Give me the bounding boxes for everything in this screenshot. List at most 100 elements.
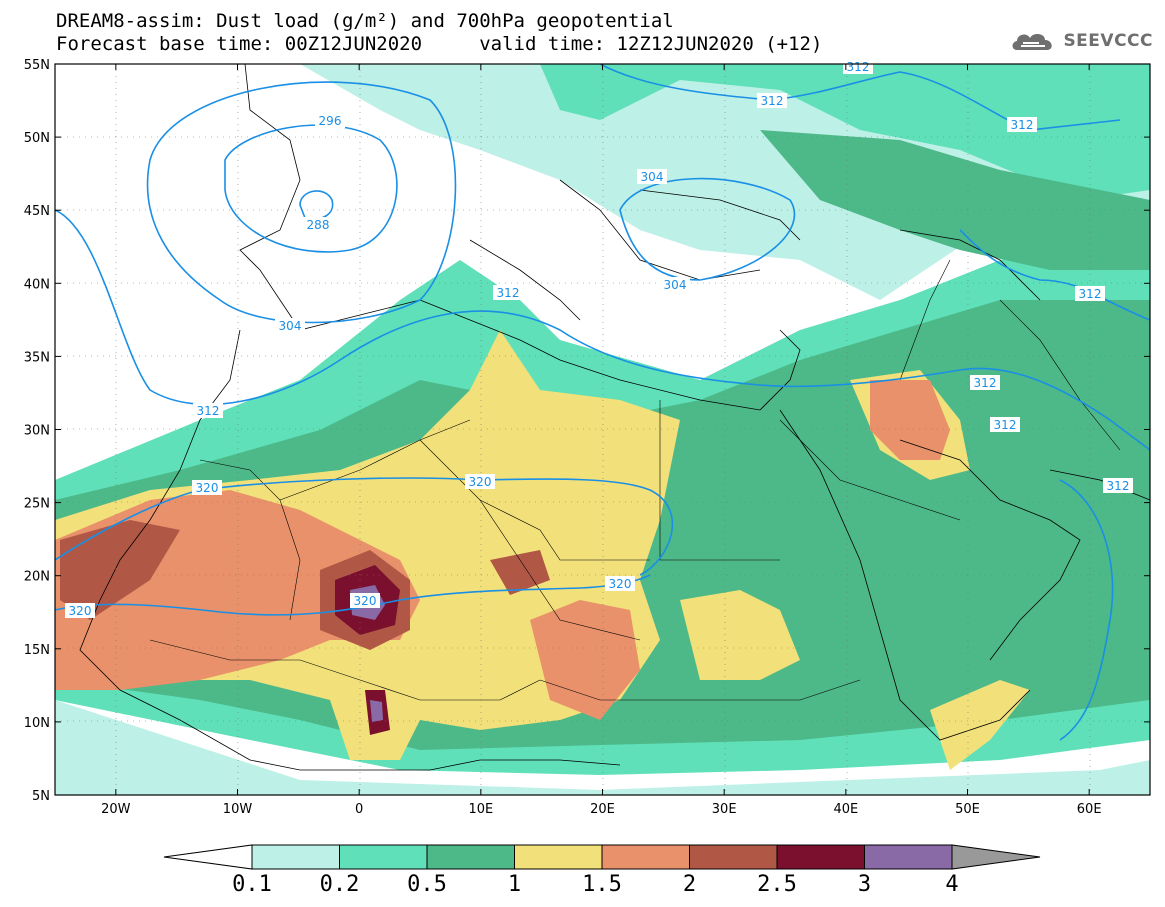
latitude-label: 20N [24, 570, 50, 585]
contour-label: 320 [469, 475, 492, 489]
latitude-label: 5N [32, 789, 50, 804]
contour-label: 312 [197, 404, 220, 418]
map-subtitle: Forecast base time: 00Z12JUN2020 valid t… [56, 33, 823, 55]
contour-label: 296 [319, 114, 342, 128]
contour-label: 304 [279, 319, 302, 333]
colorbar-label: 2.5 [757, 872, 797, 897]
contour-304-east [619, 177, 796, 281]
colorbar-segment [339, 844, 428, 870]
longitude-label: 20E [590, 802, 615, 817]
colorbar-under-triangle [163, 844, 253, 870]
colorbar-segment [601, 844, 690, 870]
colorbar-segment [426, 844, 515, 870]
longitude-label: 60E [1077, 802, 1102, 817]
latitude-label: 40N [24, 277, 50, 292]
contour-label: 312 [994, 418, 1017, 432]
dust-level-1.5-sudan [530, 600, 640, 720]
latitude-label: 55N [24, 58, 50, 73]
contour-label: 312 [1107, 479, 1130, 493]
contour-label-bg [193, 403, 223, 418]
dust-level-1-east [680, 590, 800, 680]
colorbar-label: 0.2 [320, 872, 360, 897]
colorbar-label: 0.5 [407, 872, 447, 897]
dust-level-0.1-south [55, 700, 1150, 795]
contour-label-bg [990, 417, 1020, 432]
dust-level-2-chad [490, 550, 550, 595]
contour-label-bg [605, 576, 635, 591]
contour-label-bg [315, 113, 345, 128]
longitude-label: 0 [355, 802, 363, 817]
contour-label-bg [757, 93, 787, 108]
contour-label: 320 [69, 604, 92, 618]
dust-level-0.5-north [760, 130, 1150, 270]
longitude-label: 10W [223, 802, 253, 817]
contour-label: 304 [664, 278, 687, 292]
longitude-label: 40E [833, 802, 858, 817]
latitude-label: 45N [24, 204, 50, 219]
contour-label: 320 [609, 577, 632, 591]
contour-label: 288 [307, 218, 330, 232]
contour-label: 320 [354, 594, 377, 608]
geopotential-contours [55, 64, 1150, 741]
contour-label-bg [493, 285, 523, 300]
colorbar-label: 3 [858, 872, 871, 897]
contour-label-bg [303, 217, 333, 232]
contour-label-bg [350, 593, 380, 608]
contour-labels: 296 288 304 304 304 312 312 312 312 312 312 312 312 3… [65, 59, 1133, 618]
latitude-labels: 55N 50N 45N 40N 35N 30N 25N 20N 15N 10N 5N [24, 58, 50, 804]
contour-label: 312 [497, 286, 520, 300]
longitude-label: 10E [468, 802, 493, 817]
latitude-label: 25N [24, 497, 50, 512]
contour-label-bg [843, 59, 873, 74]
colorbar [163, 844, 1041, 870]
contour-312-gulf [1059, 479, 1114, 741]
colorbar-label: 1 [508, 872, 521, 897]
contour-label-bg [1007, 117, 1037, 132]
contour-label: 312 [974, 376, 997, 390]
latitude-label: 50N [24, 131, 50, 146]
colorbar-segment [776, 844, 865, 870]
latitude-label: 10N [24, 716, 50, 731]
dust-level-2-region [60, 520, 180, 620]
colorbar-over-triangle [951, 844, 1041, 870]
dust-field [55, 64, 1150, 795]
coastlines [79, 64, 1150, 771]
contour-label: 312 [1011, 118, 1034, 132]
longitude-label: 50E [955, 802, 980, 817]
colorbar-segment [689, 844, 778, 870]
contour-label: 312 [761, 94, 784, 108]
latitude-label: 30N [24, 424, 50, 439]
seevccc-logo: SEEVCCC [1009, 26, 1153, 56]
longitude-label: 20W [101, 802, 131, 817]
colorbar-label: 0.1 [232, 872, 272, 897]
country-borders [149, 259, 1121, 701]
dust-level-3-benin [370, 700, 383, 722]
colorbar-label: 4 [945, 872, 958, 897]
contour-label-bg [192, 480, 222, 495]
contour-label-bg [465, 474, 495, 489]
contour-label-bg [637, 169, 667, 184]
dust-level-0.2-north [540, 64, 1150, 200]
axis-ticks [55, 63, 1150, 796]
longitude-labels: 20W 10W 0 10E 20E 30E 40E 50E 60E [101, 802, 1101, 817]
contour-304-west [146, 81, 457, 324]
latitude-label: 15N [24, 643, 50, 658]
colorbar-labels: 0.1 0.2 0.5 1 1.5 2 2.5 3 4 [232, 872, 959, 897]
colorbar-label: 2 [683, 872, 696, 897]
dust-level-1.5-iraq [870, 380, 950, 460]
contour-label-bg [660, 277, 690, 292]
contour-312-east [959, 229, 1150, 321]
contour-320-south [55, 574, 651, 616]
lat-lon-grid [55, 64, 1150, 795]
contour-label: 320 [196, 481, 219, 495]
contour-label-bg [1103, 478, 1133, 493]
contour-label: 312 [847, 60, 870, 74]
cloud-logo-icon [1012, 34, 1053, 50]
colorbar-label: 1.5 [582, 872, 622, 897]
logo-text: SEEVCCC [1063, 31, 1153, 51]
colorbar-segment [864, 844, 953, 870]
contour-label-bg [275, 318, 305, 333]
contour-label-bg [1075, 286, 1105, 301]
contour-label-bg [65, 603, 95, 618]
